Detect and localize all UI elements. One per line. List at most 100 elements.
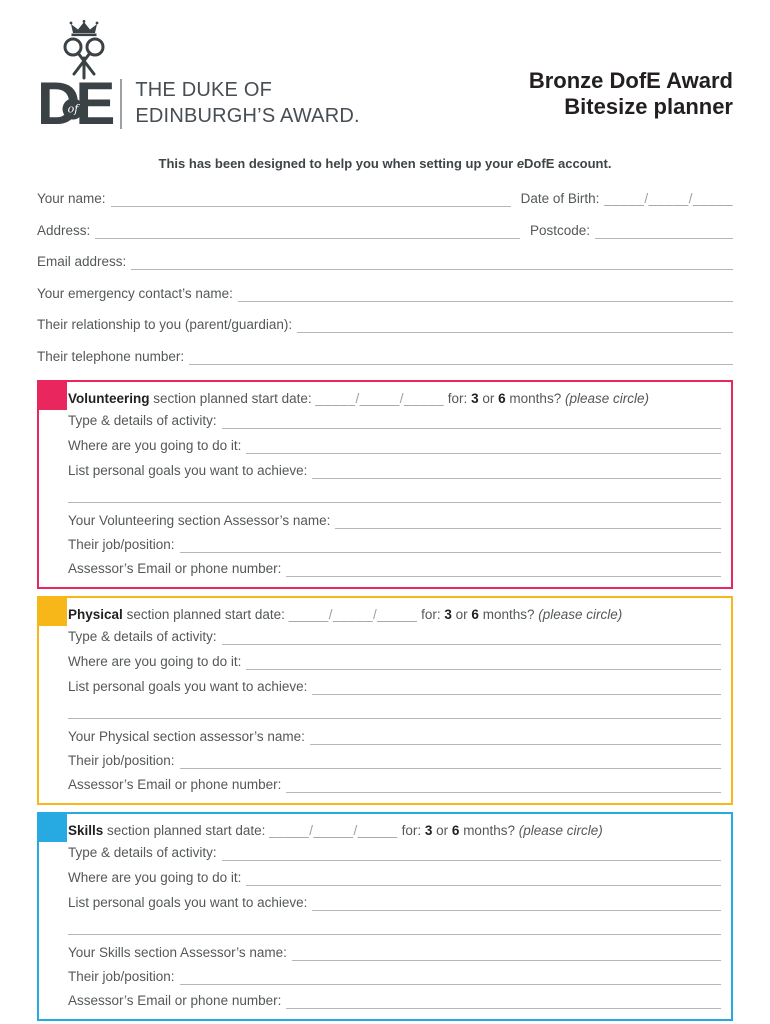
dob-label: Date of Birth: [520, 191, 600, 206]
subtitle-prefix: This has been designed to help you when … [158, 156, 517, 171]
document-title: Bronze DofE Award Bitesize planner [529, 68, 733, 121]
section-volunteering: Volunteering section planned start date:… [37, 380, 733, 589]
start-date-blanks[interactable]: _____/_____/_____ [269, 823, 398, 838]
assessor-name-input-line[interactable] [291, 946, 721, 961]
where-input-line[interactable] [246, 655, 721, 670]
row-where: Where are you going to do it: [68, 654, 721, 670]
email-label: Email address: [37, 254, 127, 269]
email-input-line[interactable] [131, 255, 733, 270]
assessor-contact-label: Assessor’s Email or phone number: [68, 993, 282, 1008]
please-circle-note: (please circle) [518, 823, 603, 838]
goals-continuation-line[interactable] [68, 488, 721, 503]
row-emergency-contact: Your emergency contact’s name: [37, 286, 733, 302]
months-label: months? [509, 391, 562, 406]
assessor-name-input-line[interactable] [309, 730, 721, 745]
or-label: or [436, 823, 449, 838]
job-position-input-line[interactable] [179, 754, 721, 769]
job-position-label: Their job/position: [68, 753, 175, 768]
header-text: section planned start date: [107, 823, 266, 838]
months-label: months? [463, 823, 515, 838]
assessor-name-input-line[interactable] [335, 514, 721, 529]
activity-input-line[interactable] [221, 846, 721, 861]
goals-label: List personal goals you want to achieve: [68, 895, 308, 910]
postcode-label: Postcode: [529, 222, 590, 238]
assessor-contact-input-line[interactable] [286, 778, 721, 793]
title-line2: Bitesize planner [564, 94, 733, 120]
dofe-brand-block: DE of THE DUKE OF EDINBURGH’S AWARD. [37, 20, 367, 134]
or-label: or [455, 607, 468, 622]
assessor-contact-input-line[interactable] [286, 562, 721, 577]
title-line1: Bronze DofE Award [528, 68, 733, 93]
for-label: for: [447, 391, 468, 406]
duration-3-option[interactable]: 3 [444, 607, 452, 622]
organisation-name: THE DUKE OF EDINBURGH’S AWARD. [135, 78, 359, 129]
row-telephone: Their telephone number: [37, 349, 733, 365]
please-circle-note: (please circle) [564, 391, 649, 406]
row-goals: List personal goals you want to achieve: [68, 679, 721, 695]
where-label: Where are you going to do it: [68, 438, 242, 453]
header-text: section planned start date: [153, 391, 312, 406]
relationship-input-line[interactable] [297, 318, 733, 333]
section-skills: Skills section planned start date: _____… [37, 812, 733, 1021]
duration-3-option[interactable]: 3 [424, 823, 433, 838]
section-name: Volunteering [68, 391, 150, 406]
row-goals: List personal goals you want to achieve: [68, 463, 721, 479]
physical-header: Physical section planned start date: ___… [68, 607, 721, 622]
skills-color-tab [37, 812, 67, 842]
address-input-line[interactable] [95, 224, 520, 239]
where-input-line[interactable] [246, 871, 721, 886]
assessor-name-label: Your Skills section Assessor’s name: [68, 945, 287, 960]
volunteering-header: Volunteering section planned start date:… [68, 391, 721, 406]
job-position-input-line[interactable] [179, 970, 721, 985]
start-date-blanks[interactable]: _____/_____/_____ [315, 391, 445, 406]
emergency-contact-input-line[interactable] [237, 287, 733, 302]
your-name-input-line[interactable] [110, 192, 511, 207]
org-name-line2: EDINBURGH’S AWARD. [135, 104, 360, 127]
where-label: Where are you going to do it: [68, 870, 242, 885]
postcode-input-line[interactable] [595, 224, 733, 239]
goals-continuation-line[interactable] [68, 920, 721, 935]
telephone-label: Their telephone number: [37, 348, 185, 364]
goals-label: List personal goals you want to achieve: [68, 679, 308, 694]
intro-subtitle: This has been designed to help you when … [37, 156, 733, 171]
duration-3-option[interactable]: 3 [471, 391, 479, 406]
section-name: Skills [68, 823, 104, 838]
personal-details-form: Your name: Date of Birth: _____/_____/__… [37, 191, 733, 365]
assessor-contact-input-line[interactable] [286, 994, 721, 1009]
goals-input-line[interactable] [312, 680, 721, 695]
row-job-position: Their job/position: [68, 537, 721, 553]
row-activity: Type & details of activity: [68, 629, 721, 645]
row-assessor-name: Your Skills section Assessor’s name: [68, 945, 721, 961]
where-input-line[interactable] [246, 439, 721, 454]
goals-continuation-line[interactable] [68, 704, 721, 719]
dob-input-blanks[interactable]: _____/_____/_____ [604, 191, 733, 206]
duration-6-option[interactable]: 6 [498, 391, 506, 406]
goals-input-line[interactable] [312, 896, 721, 911]
job-position-label: Their job/position: [68, 537, 175, 552]
activity-label: Type & details of activity: [68, 845, 217, 860]
row-where: Where are you going to do it: [68, 870, 721, 886]
row-where: Where are you going to do it: [68, 438, 721, 454]
row-goals: List personal goals you want to achieve: [68, 895, 721, 911]
row-email: Email address: [37, 254, 733, 270]
duration-6-option[interactable]: 6 [471, 607, 479, 622]
goals-label: List personal goals you want to achieve: [68, 463, 308, 478]
for-label: for: [401, 823, 422, 838]
goals-input-line[interactable] [312, 464, 721, 479]
section-name: Physical [68, 607, 123, 622]
activity-input-line[interactable] [221, 414, 721, 429]
activity-input-line[interactable] [221, 630, 721, 645]
section-physical: Physical section planned start date: ___… [37, 596, 733, 805]
dofe-crown-and-cypher-icon [63, 20, 105, 80]
assessor-name-label: Your Volunteering section Assessor’s nam… [68, 513, 331, 528]
row-relationship: Their relationship to you (parent/guardi… [37, 317, 733, 333]
duration-6-option[interactable]: 6 [451, 823, 460, 838]
row-assessor-name: Your Physical section assessor’s name: [68, 729, 721, 745]
job-position-input-line[interactable] [179, 538, 721, 553]
telephone-input-line[interactable] [189, 350, 733, 365]
org-name-line1: THE DUKE OF [135, 79, 273, 101]
row-assessor-contact: Assessor’s Email or phone number: [68, 993, 721, 1009]
start-date-blanks[interactable]: _____/_____/_____ [288, 607, 418, 622]
subtitle-suffix: DofE account. [524, 156, 612, 171]
address-label: Address: [37, 222, 91, 238]
